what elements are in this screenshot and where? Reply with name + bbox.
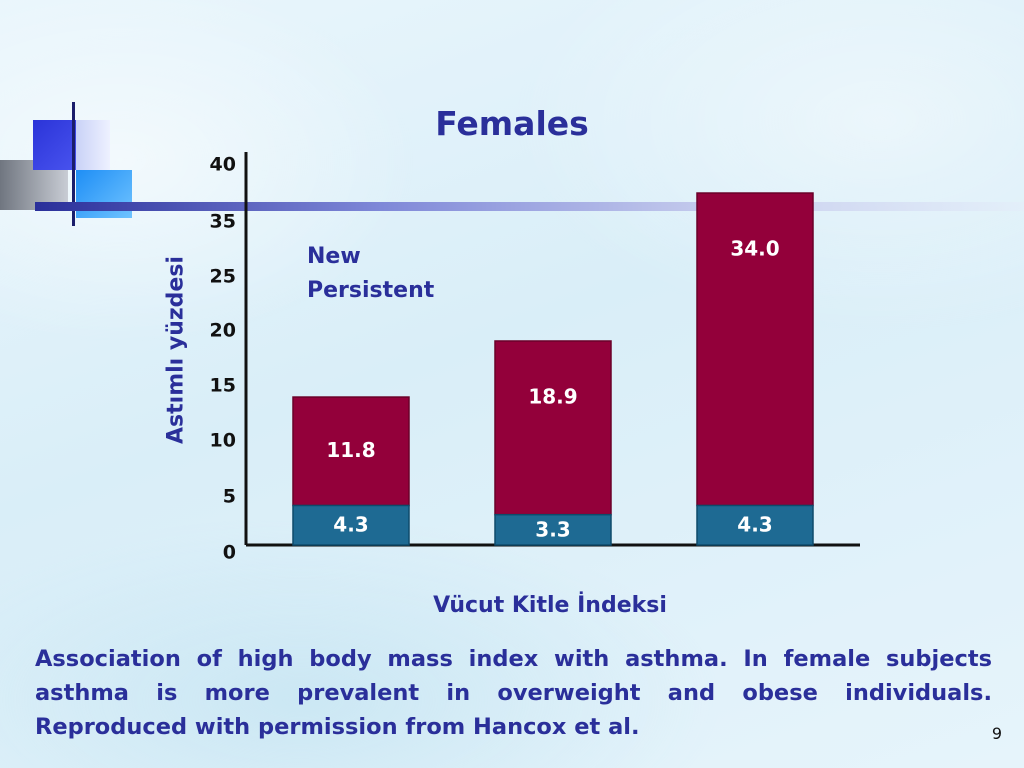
y-tick-label: 5 [223,486,236,508]
bar-persistent [494,340,612,516]
y-tick-label: 40 [210,154,236,176]
data-label-persistent: 18.9 [528,384,577,408]
y-tick-label: 15 [210,375,236,397]
y-axis-label: Astımlı yüzdesi [163,256,189,444]
chart-title: Females [435,104,589,143]
x-axis-label: Vücut Kitle İndeksi [433,593,667,618]
data-label-new: 3.3 [535,517,570,541]
data-label-persistent: 11.8 [326,438,375,462]
logo-light-square [76,120,110,170]
bar-new [696,504,814,546]
data-label-new: 4.3 [333,513,368,537]
logo-vertical-line [72,102,75,226]
legend-new: New [307,244,361,269]
header-rule [35,202,1024,211]
y-tick-label: 20 [210,320,236,342]
page-number: 9 [991,724,1002,743]
bar-persistent [696,192,814,507]
legend-persistent: Persistent [307,278,435,303]
data-label-new: 4.3 [737,513,772,537]
data-label-persistent: 34.0 [730,237,779,261]
y-tick-label: 0 [223,542,236,564]
y-tick-label: 10 [210,430,236,452]
bar-new [292,504,410,546]
bar-persistent [292,396,410,507]
bar-new [494,513,612,546]
y-tick-label: 25 [210,266,236,288]
slide-caption: Association of high body mass index with… [35,646,992,740]
y-tick-label: 35 [210,211,236,233]
